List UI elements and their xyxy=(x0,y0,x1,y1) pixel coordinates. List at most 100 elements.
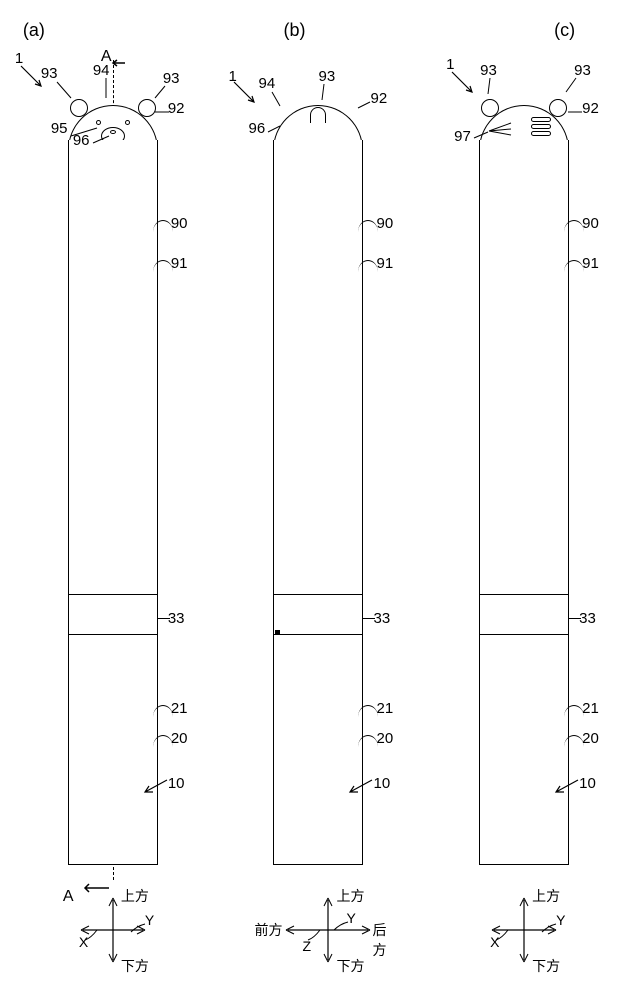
ref-91-c: 91 xyxy=(582,255,599,272)
figure-container: (a) A A 1 93 94 xyxy=(0,0,637,1000)
lead-20c xyxy=(564,735,584,747)
arrow-10-icon xyxy=(141,778,169,794)
lead-20b xyxy=(358,735,378,747)
ref-96: 96 xyxy=(73,132,90,149)
lead-90 xyxy=(153,220,173,232)
subfigure-a: (a) A A 1 93 94 xyxy=(13,20,213,980)
lower-segment-c xyxy=(479,635,569,865)
ref-20-c: 20 xyxy=(582,730,599,747)
axis-down-b: 下方 xyxy=(336,956,364,976)
upper-segment-c xyxy=(479,140,569,595)
ref-21-b: 21 xyxy=(376,700,393,717)
axis-x-lead xyxy=(85,930,99,942)
slot-leads-icon xyxy=(489,123,511,139)
ref-20-b: 20 xyxy=(376,730,393,747)
lead-93cl xyxy=(486,76,496,96)
ref-33-c: 33 xyxy=(579,610,596,627)
upper-segment xyxy=(68,140,158,595)
ref-90-b: 90 xyxy=(376,215,393,232)
lead-96b xyxy=(266,124,282,134)
lead-93cr xyxy=(564,76,578,94)
ref-95: 95 xyxy=(51,120,68,137)
lead-21 xyxy=(153,705,173,717)
lead-20 xyxy=(153,735,173,747)
axis-up-c: 上方 xyxy=(532,886,560,906)
lead-92b xyxy=(356,100,372,110)
axis-y-lead-c xyxy=(542,924,558,934)
panel-label-b: (b) xyxy=(283,20,305,41)
ref-21: 21 xyxy=(171,700,188,717)
lead-92c xyxy=(566,108,584,116)
device-body-a xyxy=(68,95,158,865)
slot xyxy=(531,124,551,129)
eye-left-icon xyxy=(96,120,101,125)
ref-21-c: 21 xyxy=(582,700,599,717)
ref-92-b: 92 xyxy=(370,90,387,107)
axis-x-lead-c xyxy=(496,930,510,942)
subfigure-b: (b) 1 94 93 92 96 90 91 33 21 20 xyxy=(218,20,418,980)
lead-94b xyxy=(268,90,282,108)
axis-up: 上方 xyxy=(121,886,149,906)
ref-10-b: 10 xyxy=(373,775,390,792)
lead-90b xyxy=(358,220,378,232)
ref-33: 33 xyxy=(168,610,185,627)
band-segment-b xyxy=(273,595,363,635)
lead-94 xyxy=(101,76,111,100)
lead-21c xyxy=(564,705,584,717)
band-segment-c xyxy=(479,595,569,635)
lead-97 xyxy=(472,130,490,140)
ref-92-c: 92 xyxy=(582,100,599,117)
arrow-10c-icon xyxy=(552,778,580,794)
axis-up-b: 上方 xyxy=(336,886,364,906)
lead-92 xyxy=(153,108,171,116)
arrow-1c-icon xyxy=(450,70,480,100)
lead-93b xyxy=(320,82,328,102)
axis-a: 上方 下方 Y X xyxy=(83,890,183,970)
back-bump-icon xyxy=(310,107,326,123)
lead-33b xyxy=(363,618,375,619)
slot xyxy=(531,117,551,122)
ref-33-b: 33 xyxy=(373,610,390,627)
panel-label-a: (a) xyxy=(23,20,45,41)
axis-y-lead xyxy=(131,924,147,934)
ref-96-b: 96 xyxy=(248,120,265,137)
axis-down: 下方 xyxy=(121,956,149,976)
panel-label-c: (c) xyxy=(554,20,575,41)
ref-90: 90 xyxy=(171,215,188,232)
ref-10: 10 xyxy=(168,775,185,792)
lead-93l xyxy=(53,80,73,100)
axis-c: 上方 下方 Y X xyxy=(494,890,594,970)
lead-91b xyxy=(358,260,378,272)
device-body-c: ▷ xyxy=(479,95,569,865)
ref-90-c: 90 xyxy=(582,215,599,232)
section-arrow-top-icon xyxy=(113,58,129,68)
lower-segment xyxy=(68,635,158,865)
ref-10-c: 10 xyxy=(579,775,596,792)
ref-20: 20 xyxy=(171,730,188,747)
slot xyxy=(531,131,551,136)
axis-back: 后方 xyxy=(372,920,386,960)
lead-91 xyxy=(153,260,173,272)
eye-right-icon xyxy=(125,120,130,125)
lower-segment-b xyxy=(273,635,363,865)
slots-icon xyxy=(531,117,551,138)
axis-b: 上方 下方 前方 后方 Y Z xyxy=(268,890,368,970)
axis-down-c: 下方 xyxy=(532,956,560,976)
lead-33c xyxy=(569,618,581,619)
ref-97: 97 xyxy=(454,128,471,145)
lead-21b xyxy=(358,705,378,717)
lead-93r xyxy=(153,84,168,99)
ref-91-b: 91 xyxy=(376,255,393,272)
device-body-b xyxy=(273,95,363,865)
lead-33 xyxy=(158,618,170,619)
lead-90c xyxy=(564,220,584,232)
axis-y-lead-b xyxy=(334,922,350,932)
upper-segment-b xyxy=(273,140,363,595)
axis-front: 前方 xyxy=(254,920,282,940)
subfigure-c: (c) 1 ▷ xyxy=(424,20,624,980)
lead-91c xyxy=(564,260,584,272)
nose-icon xyxy=(110,130,116,134)
lead-96 xyxy=(91,135,111,145)
section-label-bottom: A xyxy=(63,888,74,906)
band-segment xyxy=(68,595,158,635)
